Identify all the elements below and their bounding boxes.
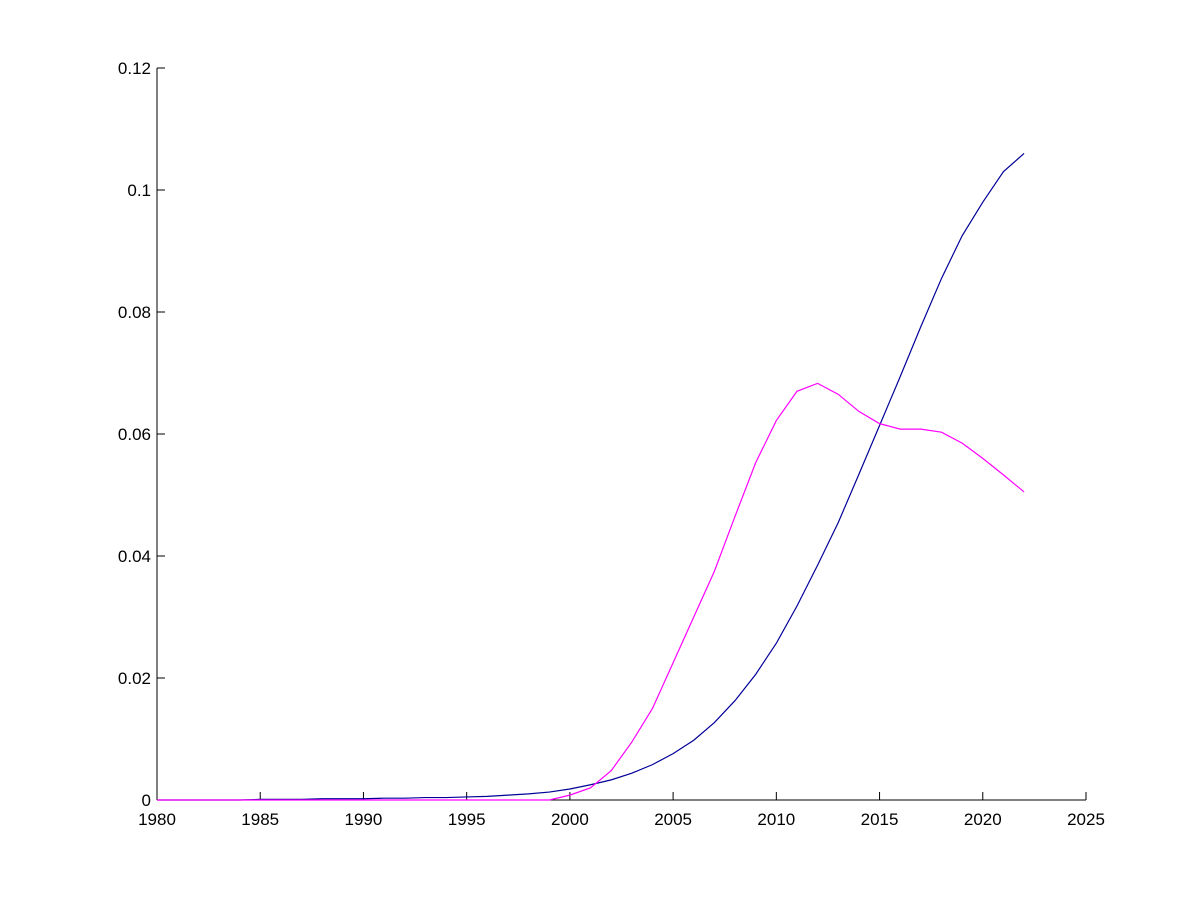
series-line	[157, 152, 1025, 801]
x-tick-label: 1980	[138, 810, 176, 829]
x-tick-label: 1995	[448, 810, 486, 829]
x-tick-label: 2000	[551, 810, 589, 829]
y-tick-label: 0.1	[127, 181, 151, 200]
x-tick-label: 2025	[1067, 810, 1105, 829]
y-tick-label: 0.02	[118, 669, 151, 688]
y-tick-label: 0.08	[118, 303, 151, 322]
y-tick-label: 0.12	[118, 59, 151, 78]
x-tick-label: 2010	[757, 810, 795, 829]
x-tick-label: 2015	[861, 810, 899, 829]
x-tick-label: 2020	[964, 810, 1002, 829]
series-line	[157, 382, 1025, 801]
x-tick-label: 2005	[654, 810, 692, 829]
x-tick-label: 1985	[241, 810, 279, 829]
y-tick-label: 0.04	[118, 547, 151, 566]
y-tick-label: 0.06	[118, 425, 151, 444]
y-tick-label: 0	[142, 791, 151, 810]
x-tick-label: 1990	[345, 810, 383, 829]
